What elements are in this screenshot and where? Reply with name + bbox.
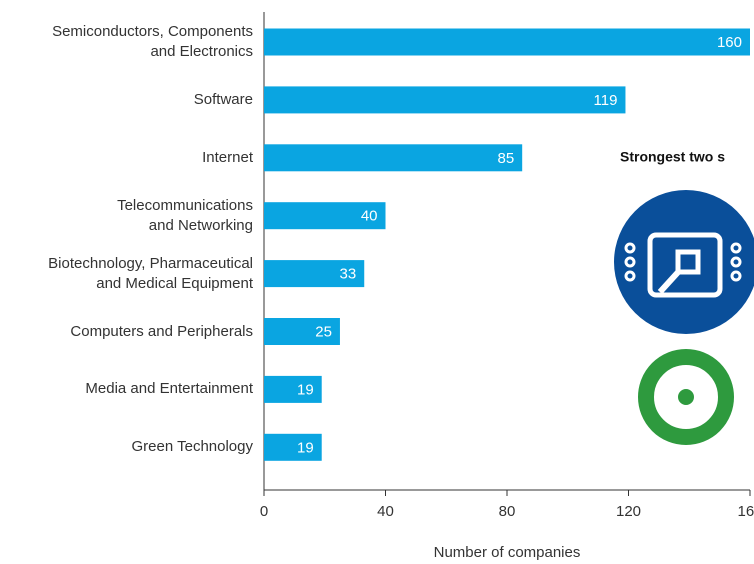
data-label: 40: [361, 208, 378, 225]
x-tick-label: 0: [260, 503, 268, 520]
bar: [264, 318, 340, 345]
y-tick-label: Biotechnology, Pharmaceutical and Medica…: [48, 254, 253, 292]
x-axis-label: Number of companies: [434, 544, 581, 561]
x-tick-label: 120: [616, 503, 641, 520]
data-label: 119: [594, 92, 618, 109]
y-tick-label: Semiconductors, Components and Electroni…: [52, 23, 253, 60]
bar: [264, 433, 322, 461]
y-tick-label: Internet: [202, 148, 253, 166]
icon-ring: [638, 349, 734, 445]
x-tick-label: 160: [737, 503, 754, 520]
bar: [264, 260, 365, 288]
bar: [264, 86, 626, 114]
x-tick-label: 80: [499, 503, 516, 520]
annotation: Strongest two s: [620, 149, 725, 165]
bar: [264, 202, 386, 230]
y-tick-label: Green Technology: [131, 438, 253, 456]
data-label: 160: [717, 34, 742, 51]
y-tick-label: Media and Entertainment: [85, 380, 253, 398]
icon-chip: [614, 190, 754, 334]
data-label: 19: [297, 381, 314, 398]
y-tick-label: Software: [193, 90, 253, 108]
x-tick-label: 40: [377, 503, 394, 520]
bar: [264, 375, 322, 403]
bar: [264, 28, 750, 56]
y-tick-label: Telecommunications and Networking: [117, 196, 253, 234]
bar: [264, 144, 523, 172]
data-label: 25: [315, 323, 332, 340]
data-label: 85: [498, 150, 515, 167]
y-tick-label: Computers and Peripherals: [70, 322, 253, 340]
data-label: 19: [297, 439, 314, 456]
data-label: 33: [340, 266, 357, 283]
